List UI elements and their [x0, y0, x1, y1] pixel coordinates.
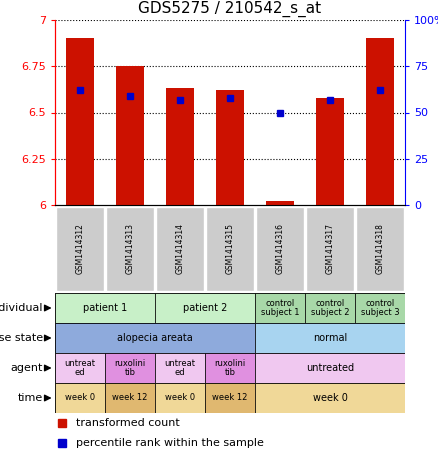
Bar: [155, 353, 205, 383]
Text: ruxolini
tib: ruxolini tib: [214, 359, 246, 377]
Text: normal: normal: [313, 333, 347, 343]
Bar: [255, 353, 405, 383]
Bar: [55, 323, 255, 353]
Bar: [305, 293, 355, 323]
Bar: [266, 201, 294, 205]
Bar: [105, 383, 155, 413]
Text: week 0: week 0: [165, 394, 195, 403]
Bar: [56, 207, 104, 291]
Bar: [106, 207, 154, 291]
Text: GSM1414318: GSM1414318: [375, 224, 385, 275]
Text: week 0: week 0: [313, 393, 347, 403]
Text: individual: individual: [0, 303, 43, 313]
Text: ruxolini
tib: ruxolini tib: [114, 359, 145, 377]
Bar: [255, 323, 405, 353]
Bar: [206, 207, 254, 291]
Text: control
subject 3: control subject 3: [360, 299, 399, 318]
Text: week 12: week 12: [112, 394, 148, 403]
Bar: [256, 207, 304, 291]
Title: GDS5275 / 210542_s_at: GDS5275 / 210542_s_at: [138, 1, 321, 17]
Text: week 0: week 0: [65, 394, 95, 403]
Text: agent: agent: [11, 363, 43, 373]
Bar: [55, 383, 105, 413]
Text: untreat
ed: untreat ed: [165, 359, 195, 377]
Bar: [66, 39, 94, 205]
Bar: [316, 98, 344, 205]
Text: GSM1414315: GSM1414315: [226, 223, 234, 275]
Text: alopecia areata: alopecia areata: [117, 333, 193, 343]
Text: GSM1414312: GSM1414312: [75, 224, 85, 275]
Bar: [156, 207, 204, 291]
Text: time: time: [18, 393, 43, 403]
Bar: [356, 207, 404, 291]
Bar: [105, 353, 155, 383]
Bar: [166, 88, 194, 205]
Text: GSM1414317: GSM1414317: [325, 223, 335, 275]
Bar: [306, 207, 354, 291]
Bar: [205, 383, 255, 413]
Bar: [355, 293, 405, 323]
Bar: [155, 383, 205, 413]
Bar: [205, 353, 255, 383]
Bar: [366, 39, 394, 205]
Text: transformed count: transformed count: [76, 418, 180, 428]
Text: GSM1414314: GSM1414314: [176, 223, 184, 275]
Bar: [255, 293, 305, 323]
Text: GSM1414313: GSM1414313: [126, 223, 134, 275]
Text: patient 2: patient 2: [183, 303, 227, 313]
Text: GSM1414316: GSM1414316: [276, 223, 285, 275]
Text: control
subject 2: control subject 2: [311, 299, 349, 318]
Bar: [55, 353, 105, 383]
Bar: [255, 383, 405, 413]
Bar: [155, 293, 255, 323]
Text: patient 1: patient 1: [83, 303, 127, 313]
Text: percentile rank within the sample: percentile rank within the sample: [76, 438, 264, 448]
Text: untreat
ed: untreat ed: [64, 359, 95, 377]
Text: untreated: untreated: [306, 363, 354, 373]
Bar: [55, 293, 155, 323]
Text: disease state: disease state: [0, 333, 43, 343]
Bar: [216, 90, 244, 205]
Bar: [116, 66, 144, 205]
Text: week 12: week 12: [212, 394, 247, 403]
Text: control
subject 1: control subject 1: [261, 299, 299, 318]
